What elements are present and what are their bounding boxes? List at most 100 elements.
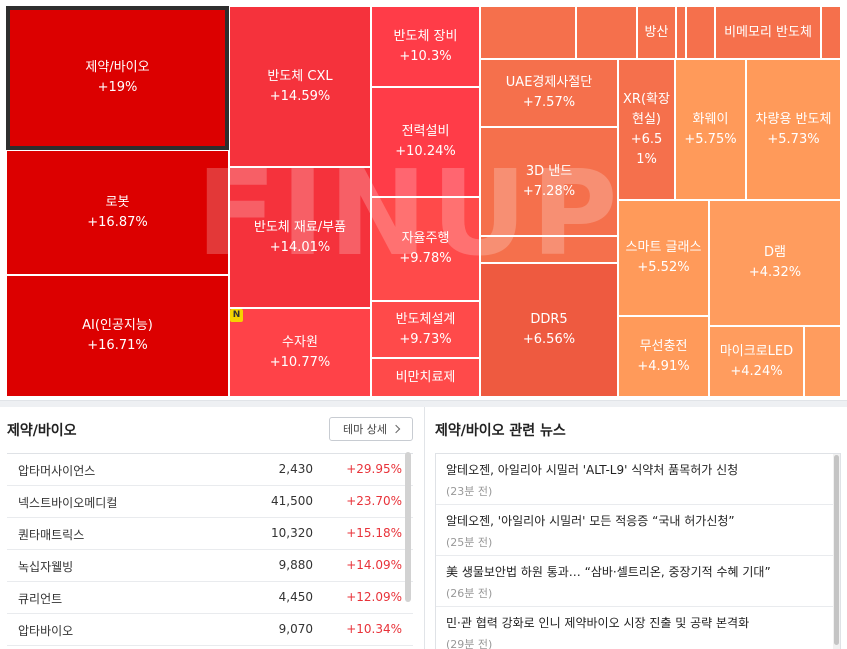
treemap-tile-3d-nand[interactable]: 3D 낸드 +7.28% xyxy=(480,127,618,236)
tile-change: +4.32% xyxy=(748,265,802,280)
stock-name: 큐리언트 xyxy=(18,592,63,606)
treemap-tile-non-memory-semiconductor[interactable]: 비메모리 반도체 xyxy=(715,6,821,59)
tile-change: +5.73% xyxy=(767,131,820,147)
news-scrollbar[interactable] xyxy=(833,454,840,649)
treemap-tile-uae-delegation[interactable]: UAE경제사절단 +7.57% xyxy=(480,59,618,127)
treemap-tile-power-equipment[interactable]: 전력설비 +10.24% xyxy=(371,87,480,197)
tile-change: +10.3% xyxy=(399,48,452,64)
treemap-tile-micro-led[interactable]: 마이크로LED +4.24% xyxy=(709,326,804,397)
tile-change: +6.56% xyxy=(522,332,576,347)
chevron-right-icon xyxy=(391,424,401,434)
tile-label: AI(인공지능) xyxy=(82,318,153,333)
tile-change: +5.52% xyxy=(637,260,690,275)
stock-name: 압타바이오 xyxy=(18,624,74,638)
tile-label: 무선충전 xyxy=(639,338,688,354)
stock-change: +15.18% xyxy=(346,526,402,540)
treemap-tile-small[interactable] xyxy=(686,6,715,59)
theme-detail-button[interactable]: 테마 상세 xyxy=(329,417,413,441)
stock-price: 4,450 xyxy=(278,590,313,604)
stock-change: +23.70% xyxy=(346,494,402,508)
tile-label: 차량용 반도체 xyxy=(755,111,832,127)
tile-label: UAE경제사절단 xyxy=(505,75,593,90)
tile-label: 비메모리 반도체 xyxy=(724,24,812,40)
treemap-tile-water-resources[interactable]: 수자원 +10.77% xyxy=(229,308,371,397)
treemap-tile-robot[interactable]: 로봇 +16.87% xyxy=(6,150,229,275)
tile-label: 수자원 xyxy=(282,334,318,350)
news-time: (29분 전) xyxy=(446,638,493,649)
tile-label: 반도체 CXL xyxy=(267,68,333,84)
stock-name: 퀀타매트릭스 xyxy=(18,528,85,542)
treemap-tile-semiconductor-design[interactable]: 반도체설계 +9.73% xyxy=(371,301,480,358)
tile-label: 자율주행 xyxy=(401,231,450,246)
news-item[interactable]: 민·관 협력 강화로 인니 제약바이오 시장 진출 및 공략 본격화 (29분 … xyxy=(436,607,840,649)
tile-label: 3D 낸드 xyxy=(525,163,573,179)
news-headline: 알테오젠, '아일리아 시밀러' 모든 적응증 “국내 허가신청” xyxy=(446,514,735,528)
treemap-tile-automotive-semiconductor[interactable]: 차량용 반도체 +5.73% xyxy=(746,59,841,200)
treemap-tile-small[interactable] xyxy=(480,6,576,59)
tile-label: DDR5 xyxy=(530,312,568,327)
treemap-tile-small[interactable] xyxy=(480,236,618,263)
treemap-tile-semiconductor-materials[interactable]: 반도체 재료/부품 +14.01% xyxy=(229,167,371,308)
stock-row[interactable]: 압타머사이언스 2,430 +29.95% xyxy=(7,454,413,486)
news-scrollbar-thumb[interactable] xyxy=(834,455,839,645)
tile-label: 반도체 장비 xyxy=(393,28,458,44)
tile-change: +14.01% xyxy=(269,239,331,255)
stock-row[interactable]: 넥스트바이오메디컬 41,500 +23.70% xyxy=(7,486,413,518)
treemap-tile-ddr5[interactable]: DDR5 +6.56% xyxy=(480,263,618,397)
tile-change: +10.77% xyxy=(269,354,331,370)
treemap-tile-pharma-bio[interactable]: 제약/바이오 +19% xyxy=(6,6,229,150)
panel-divider xyxy=(424,407,425,649)
news-time: (23분 전) xyxy=(446,485,493,498)
stock-row[interactable]: 퀀타매트릭스 10,320 +15.18% xyxy=(7,518,413,550)
treemap-tile-small[interactable] xyxy=(804,326,841,397)
stock-list-scrollbar[interactable] xyxy=(405,452,411,602)
treemap-tile-smart-glasses[interactable]: 스마트 글래스 +5.52% xyxy=(618,200,709,316)
news-item[interactable]: 美 생물보안법 하원 통과… “삼바·셀트리온, 중장기적 수혜 기대” (26… xyxy=(436,556,840,607)
stock-change: +10.34% xyxy=(346,622,402,636)
stock-price: 41,500 xyxy=(271,494,313,508)
tile-change: +9.78% xyxy=(399,251,452,266)
treemap-tile-obesity-treatment[interactable]: 비만치료제 xyxy=(371,358,480,397)
treemap-tile-wireless-charging[interactable]: 무선충전 +4.91% xyxy=(618,316,709,397)
section-divider xyxy=(0,400,847,407)
treemap-tile-huawei[interactable]: 화웨이 +5.75% xyxy=(675,59,746,200)
tile-change: +14.59% xyxy=(269,88,331,104)
stock-row[interactable]: 압타바이오 9,070 +10.34% xyxy=(7,614,413,646)
news-headline: 민·관 협력 강화로 인니 제약바이오 시장 진출 및 공략 본격화 xyxy=(446,616,750,630)
tile-change: +16.87% xyxy=(87,214,148,230)
treemap-tile-ai[interactable]: AI(인공지능) +16.71% xyxy=(6,275,229,397)
treemap-tile-xr[interactable]: XR(확장현실) +6.51% xyxy=(618,59,675,200)
news-list: 알테오젠, 아일리아 시밀러 'ALT-L9' 식약처 품목허가 신청 (23분… xyxy=(435,453,841,649)
news-time: (25분 전) xyxy=(446,536,493,549)
treemap-tile-semiconductor-equipment[interactable]: 반도체 장비 +10.3% xyxy=(371,6,480,87)
treemap-tile-dram[interactable]: D램 +4.32% xyxy=(709,200,841,326)
stock-name: 녹십자웰빙 xyxy=(18,560,74,574)
treemap-tile-small[interactable] xyxy=(576,6,637,59)
stock-price: 2,430 xyxy=(278,462,313,476)
stock-name: 압타머사이언스 xyxy=(18,464,96,478)
tile-label: XR(확장현실) xyxy=(623,91,670,127)
news-item[interactable]: 알테오젠, 아일리아 시밀러 'ALT-L9' 식약처 품목허가 신청 (23분… xyxy=(436,454,840,505)
treemap-tile-autonomous-driving[interactable]: 자율주행 +9.78% xyxy=(371,197,480,301)
treemap-tile-small[interactable] xyxy=(676,6,686,59)
stock-row[interactable]: 큐리언트 4,450 +12.09% xyxy=(7,582,413,614)
stock-change: +12.09% xyxy=(346,590,402,604)
tile-change: +7.57% xyxy=(522,95,576,110)
tile-label: 마이크로LED xyxy=(719,343,794,359)
treemap-tile-defense[interactable]: 방산 xyxy=(637,6,676,59)
treemap-tile-small[interactable] xyxy=(821,6,841,59)
stock-row[interactable]: 녹십자웰빙 9,880 +14.09% xyxy=(7,550,413,582)
tile-label: 로봇 xyxy=(105,194,130,210)
tile-label: 제약/바이오 xyxy=(85,60,150,75)
news-headline: 美 생물보안법 하원 통과… “삼바·셀트리온, 중장기적 수혜 기대” xyxy=(446,565,771,579)
tile-change: +7.28% xyxy=(522,183,576,199)
stock-price: 9,070 xyxy=(278,622,313,636)
treemap-tile-semiconductor-cxl[interactable]: 반도체 CXL +14.59% xyxy=(229,6,371,167)
tile-change: +4.91% xyxy=(637,358,690,374)
tile-label: 전력설비 xyxy=(401,124,450,139)
theme-stock-list: 압타머사이언스 2,430 +29.95% 넥스트바이오메디컬 41,500 +… xyxy=(7,453,413,646)
tile-label: D램 xyxy=(764,245,786,260)
news-item[interactable]: 알테오젠, '아일리아 시밀러' 모든 적응증 “국내 허가신청” (25분 전… xyxy=(436,505,840,556)
stock-price: 10,320 xyxy=(271,526,313,540)
stock-change: +29.95% xyxy=(346,462,402,476)
